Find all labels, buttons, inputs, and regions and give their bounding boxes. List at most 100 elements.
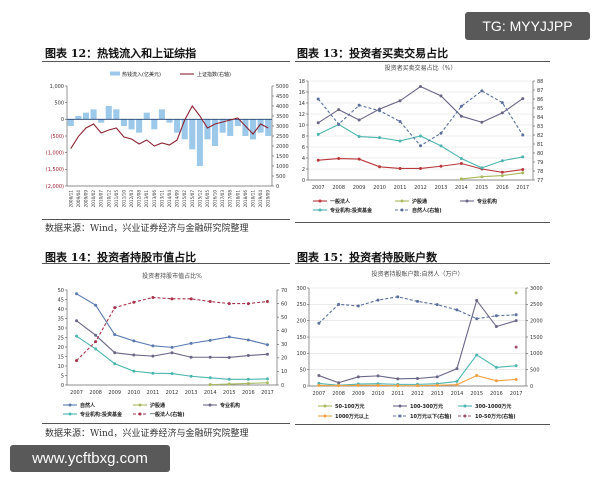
- series-line: [70, 104, 269, 149]
- y-right-tick-label: 3500: [276, 114, 289, 120]
- y-tick-label: 250: [296, 302, 306, 308]
- data-point: [265, 300, 269, 304]
- data-point: [208, 383, 212, 387]
- data-point: [494, 379, 498, 383]
- y-tick-label: (2,000): [46, 184, 64, 190]
- legend-label: 自然人(右轴): [412, 207, 442, 214]
- legend-label: 10万元以下(右轴): [410, 413, 452, 420]
- series-line: [461, 172, 523, 180]
- legend-marker: [398, 414, 402, 418]
- data-point: [132, 369, 136, 373]
- data-point: [398, 166, 402, 170]
- data-point: [521, 171, 525, 175]
- chart-title: 投资者持股市值占比%: [142, 272, 202, 280]
- data-point: [439, 131, 443, 135]
- y-tick-label: 40: [58, 307, 64, 313]
- bar: [158, 109, 165, 120]
- bar: [67, 119, 74, 126]
- y-tick-label: 5: [61, 373, 64, 379]
- y-tick-label: 1,000: [50, 84, 64, 90]
- x-tick-label: 2013/11: [159, 190, 164, 208]
- data-point: [514, 377, 518, 381]
- y-tick-label: 0: [61, 383, 64, 389]
- series-line: [76, 293, 268, 348]
- y-right-tick-label: 40: [281, 329, 287, 335]
- data-point: [378, 165, 382, 169]
- y-right-tick-label: 5000: [276, 84, 289, 90]
- data-point: [151, 371, 155, 375]
- data-point: [500, 170, 504, 174]
- data-point: [396, 295, 400, 299]
- data-point: [398, 99, 402, 103]
- legend-marker: [400, 208, 404, 212]
- source-note: 数据来源：Wind，兴业证券经济与金融研究院整理: [45, 429, 249, 439]
- x-tick-label: 2013/06: [152, 190, 157, 208]
- x-tick-label: 2012: [166, 390, 179, 396]
- data-point: [75, 319, 79, 323]
- data-point: [378, 109, 382, 113]
- x-tick-label: 2018/01: [235, 190, 240, 208]
- data-point: [398, 139, 402, 143]
- x-tick-label: 2008: [332, 185, 345, 191]
- chart-holding-value-share: 投资者持股市值占比% 0 5 10 15 20 25 30 35 40 45 50 0 10 20 30 40 5…: [40, 264, 295, 419]
- data-point: [316, 121, 320, 125]
- y-tick-label: (1,500): [46, 167, 64, 173]
- data-point: [151, 354, 155, 358]
- data-point: [113, 362, 117, 366]
- y-right-tick-label: 79: [537, 160, 543, 166]
- legend-marker: [465, 199, 469, 203]
- bar: [242, 119, 249, 136]
- y-tick-label: 45: [58, 297, 64, 303]
- data-point: [376, 374, 380, 378]
- data-point: [494, 365, 498, 369]
- y-right-tick-label: 1500: [530, 335, 543, 341]
- data-point: [356, 375, 360, 379]
- x-tick-label: 2009/09: [83, 190, 88, 208]
- bar: [219, 119, 226, 133]
- divider: [42, 219, 290, 220]
- data-point: [500, 159, 504, 163]
- data-point: [170, 297, 174, 301]
- y-tick-label: 10: [58, 364, 64, 370]
- data-point: [521, 155, 525, 159]
- data-point: [500, 174, 504, 178]
- x-tick-label: 2010: [372, 391, 385, 397]
- figure-14-heading: 图表 14：投资者持股市值占比: [45, 251, 197, 264]
- x-tick-label: 2008: [332, 391, 345, 397]
- data-point: [94, 303, 98, 307]
- y-tick-label: 35: [58, 316, 64, 322]
- legend-marker: [68, 403, 72, 407]
- divider: [42, 423, 290, 424]
- data-point: [459, 162, 463, 165]
- data-point: [113, 333, 117, 337]
- y-tick-label: (500): [51, 134, 64, 140]
- y-tick-label: 100: [296, 351, 306, 357]
- legend-marker: [400, 199, 404, 203]
- legend-marker: [138, 412, 142, 416]
- y-right-tick-label: 78: [537, 169, 543, 175]
- legend-label: 一般法人: [330, 198, 351, 205]
- data-point: [419, 144, 422, 148]
- x-tick-label: 2015: [223, 390, 236, 396]
- x-tick-label: 2009: [352, 391, 365, 397]
- data-point: [357, 118, 361, 122]
- x-tick-label: 2009: [353, 185, 366, 191]
- x-tick-label: 2011/05: [114, 190, 119, 208]
- x-tick-label: 2016/10: [213, 190, 218, 208]
- data-point: [317, 321, 321, 325]
- data-point: [246, 338, 250, 342]
- data-point: [113, 351, 117, 355]
- bar: [166, 119, 173, 123]
- bar: [212, 119, 219, 146]
- data-point: [246, 377, 250, 381]
- data-point: [208, 376, 212, 380]
- data-point: [459, 114, 463, 118]
- data-point: [416, 299, 419, 303]
- bar: [128, 119, 135, 130]
- legend-label: 50-100万元: [335, 403, 364, 410]
- y-tick-label: 20: [58, 345, 64, 351]
- x-tick-label: 2010/02: [91, 190, 96, 208]
- divider: [295, 424, 550, 425]
- bar: [136, 119, 143, 133]
- legend-marker: [398, 404, 402, 408]
